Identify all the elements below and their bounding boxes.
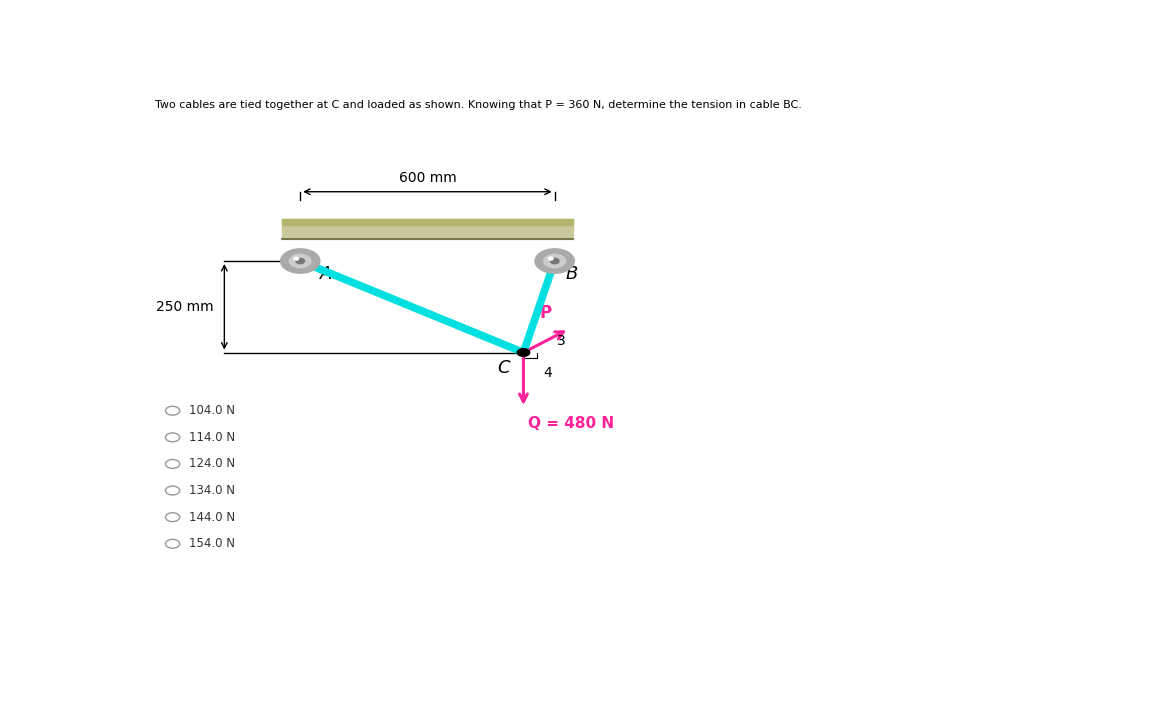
Circle shape bbox=[294, 257, 298, 260]
Bar bbox=[282, 220, 573, 225]
Text: B: B bbox=[566, 266, 578, 284]
Circle shape bbox=[281, 249, 320, 273]
Circle shape bbox=[296, 258, 304, 264]
Text: 250 mm: 250 mm bbox=[156, 300, 213, 314]
Text: 154.0 N: 154.0 N bbox=[189, 537, 235, 550]
Circle shape bbox=[548, 257, 553, 260]
Text: P: P bbox=[539, 304, 552, 322]
Text: Q = 480 N: Q = 480 N bbox=[528, 416, 614, 431]
Circle shape bbox=[517, 348, 530, 356]
Circle shape bbox=[544, 254, 566, 268]
Text: 3: 3 bbox=[558, 334, 566, 348]
Text: Two cables are tied together at C and loaded as shown. Knowing that P = 360 N, d: Two cables are tied together at C and lo… bbox=[154, 100, 802, 110]
Circle shape bbox=[289, 254, 311, 268]
Text: A: A bbox=[320, 266, 332, 284]
Text: 4: 4 bbox=[543, 366, 552, 380]
Circle shape bbox=[535, 249, 575, 273]
Circle shape bbox=[551, 258, 559, 264]
Text: 600 mm: 600 mm bbox=[399, 171, 456, 185]
Text: 114.0 N: 114.0 N bbox=[189, 431, 235, 444]
Bar bbox=[282, 220, 573, 239]
Text: 144.0 N: 144.0 N bbox=[189, 510, 235, 523]
Text: 124.0 N: 124.0 N bbox=[189, 457, 235, 470]
Text: 104.0 N: 104.0 N bbox=[189, 404, 235, 417]
Text: 134.0 N: 134.0 N bbox=[189, 484, 235, 497]
Text: C: C bbox=[498, 359, 510, 377]
